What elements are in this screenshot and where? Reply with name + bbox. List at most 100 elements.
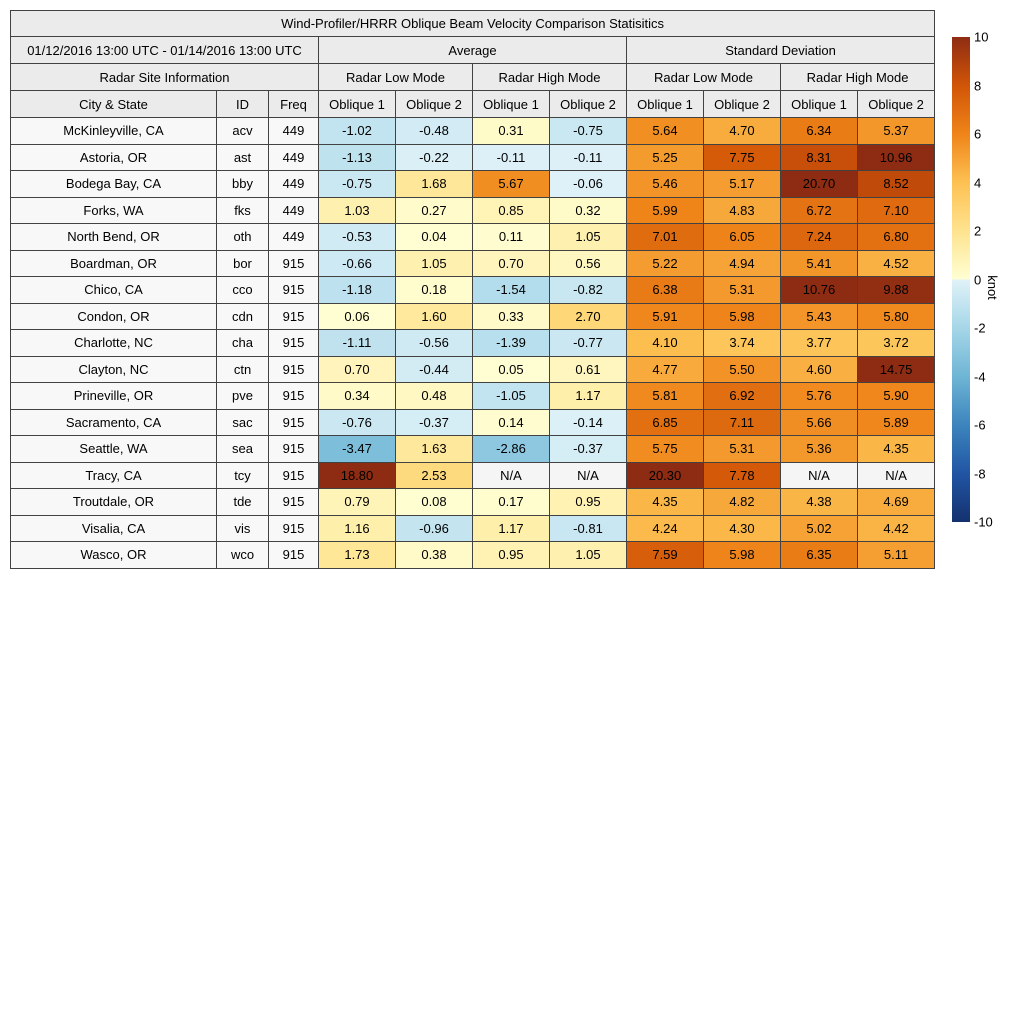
table-row: Condon, OR cdn 915 0.06 1.60 0.33 2.70 5.91 5.98…: [10, 302, 936, 330]
colorbar-tick-label: -6: [974, 417, 986, 433]
value-cell: 1.68: [395, 170, 473, 198]
value-cell: 7.78: [703, 461, 781, 489]
value-cell: 0.11: [472, 223, 550, 251]
value-cell: 7.59: [626, 541, 704, 569]
value-cell: N/A: [856, 461, 936, 489]
value-cell: 0.61: [549, 355, 627, 383]
value-cell: 0.06: [318, 302, 396, 330]
site-id-cell: tde: [216, 488, 269, 516]
mode-header-avg-high: Radar High Mode: [472, 63, 627, 91]
column-header-oblique: Oblique 1: [626, 90, 704, 118]
date-range-cell: 01/12/2016 13:00 UTC - 01/14/2016 13:00 …: [10, 36, 319, 64]
value-cell: 0.38: [395, 541, 473, 569]
value-cell: 2.53: [395, 461, 473, 489]
value-cell: -0.37: [549, 435, 627, 463]
value-cell: 3.72: [856, 329, 936, 357]
site-id-cell: tcy: [216, 461, 269, 489]
value-cell: 10.76: [780, 276, 858, 304]
value-cell: 0.33: [472, 302, 550, 330]
value-cell: N/A: [472, 461, 550, 489]
value-cell: -0.56: [395, 329, 473, 357]
site-id-cell: vis: [216, 514, 269, 542]
freq-cell: 915: [268, 514, 319, 542]
column-header-city: City & State: [10, 90, 217, 118]
city-state-cell: Boardman, OR: [10, 249, 217, 277]
value-cell: 18.80: [318, 461, 396, 489]
colorbar-unit-label: knot: [984, 275, 1000, 300]
value-cell: 14.75: [856, 355, 936, 383]
mode-header-row: Radar Site Information Radar Low Mode Ra…: [10, 63, 936, 91]
site-id-cell: oth: [216, 223, 269, 251]
value-cell: 7.75: [703, 143, 781, 171]
city-state-cell: Prineville, OR: [10, 382, 217, 410]
value-cell: 9.88: [856, 276, 936, 304]
city-state-cell: North Bend, OR: [10, 223, 217, 251]
value-cell: -0.82: [549, 276, 627, 304]
freq-cell: 915: [268, 435, 319, 463]
group-header-row: 01/12/2016 13:00 UTC - 01/14/2016 13:00 …: [10, 36, 936, 64]
value-cell: -0.48: [395, 117, 473, 145]
value-cell: 3.74: [703, 329, 781, 357]
value-cell: 4.83: [703, 196, 781, 224]
stats-table: Wind-Profiler/HRRR Oblique Beam Velocity…: [9, 10, 936, 569]
value-cell: 1.16: [318, 514, 396, 542]
table-row: Tracy, CA tcy 915 18.80 2.53 N/A N/A 20.30 7.78 N…: [10, 461, 936, 489]
city-state-cell: Bodega Bay, CA: [10, 170, 217, 198]
freq-cell: 915: [268, 276, 319, 304]
value-cell: 4.38: [780, 488, 858, 516]
value-cell: -1.54: [472, 276, 550, 304]
value-cell: 5.75: [626, 435, 704, 463]
value-cell: 4.35: [856, 435, 936, 463]
value-cell: -1.05: [472, 382, 550, 410]
freq-cell: 449: [268, 170, 319, 198]
value-cell: 5.66: [780, 408, 858, 436]
table-row: Bodega Bay, CA bby 449 -0.75 1.68 5.67 -0.06 5.…: [10, 170, 936, 198]
value-cell: 0.48: [395, 382, 473, 410]
freq-cell: 915: [268, 408, 319, 436]
value-cell: 0.70: [472, 249, 550, 277]
value-cell: 2.70: [549, 302, 627, 330]
city-state-cell: Clayton, NC: [10, 355, 217, 383]
value-cell: 5.76: [780, 382, 858, 410]
value-cell: 0.14: [472, 408, 550, 436]
table-row: Seattle, WA sea 915 -3.47 1.63 -2.86 -0.37 5.75…: [10, 435, 936, 463]
table-row: Prineville, OR pve 915 0.34 0.48 -1.05 1.17 5.8…: [10, 382, 936, 410]
site-id-cell: pve: [216, 382, 269, 410]
value-cell: -0.75: [549, 117, 627, 145]
value-cell: 1.63: [395, 435, 473, 463]
value-cell: 4.35: [626, 488, 704, 516]
table-row: Astoria, OR ast 449 -1.13 -0.22 -0.11 -0.11 5.2…: [10, 143, 936, 171]
table-row: McKinleyville, CA acv 449 -1.02 -0.48 0.31 -0.…: [10, 117, 936, 145]
colorbar-tick-label: -4: [974, 369, 986, 384]
value-cell: 4.70: [703, 117, 781, 145]
value-cell: 7.24: [780, 223, 858, 251]
freq-cell: 915: [268, 488, 319, 516]
column-header-oblique: Oblique 1: [318, 90, 396, 118]
site-id-cell: cha: [216, 329, 269, 357]
city-state-cell: Wasco, OR: [10, 541, 217, 569]
column-header-oblique: Oblique 2: [856, 90, 936, 118]
site-id-cell: sea: [216, 435, 269, 463]
value-cell: 5.31: [703, 276, 781, 304]
value-cell: -0.53: [318, 223, 396, 251]
value-cell: 1.17: [472, 514, 550, 542]
value-cell: -1.13: [318, 143, 396, 171]
value-cell: 4.69: [856, 488, 936, 516]
city-state-cell: Charlotte, NC: [10, 329, 217, 357]
site-id-cell: fks: [216, 196, 269, 224]
value-cell: -1.39: [472, 329, 550, 357]
site-info-header: Radar Site Information: [10, 63, 319, 91]
colorbar-tick-label: -10: [974, 514, 993, 530]
table-row: Wasco, OR wco 915 1.73 0.38 0.95 1.05 7.59 5.98 6…: [10, 541, 936, 569]
value-cell: -0.76: [318, 408, 396, 436]
city-state-cell: McKinleyville, CA: [10, 117, 217, 145]
city-state-cell: Visalia, CA: [10, 514, 217, 542]
value-cell: 6.38: [626, 276, 704, 304]
value-cell: -0.06: [549, 170, 627, 198]
table-row: North Bend, OR oth 449 -0.53 0.04 0.11 1.05 7.0…: [10, 223, 936, 251]
value-cell: 5.89: [856, 408, 936, 436]
value-cell: 0.95: [549, 488, 627, 516]
value-cell: 0.17: [472, 488, 550, 516]
value-cell: 1.05: [549, 223, 627, 251]
